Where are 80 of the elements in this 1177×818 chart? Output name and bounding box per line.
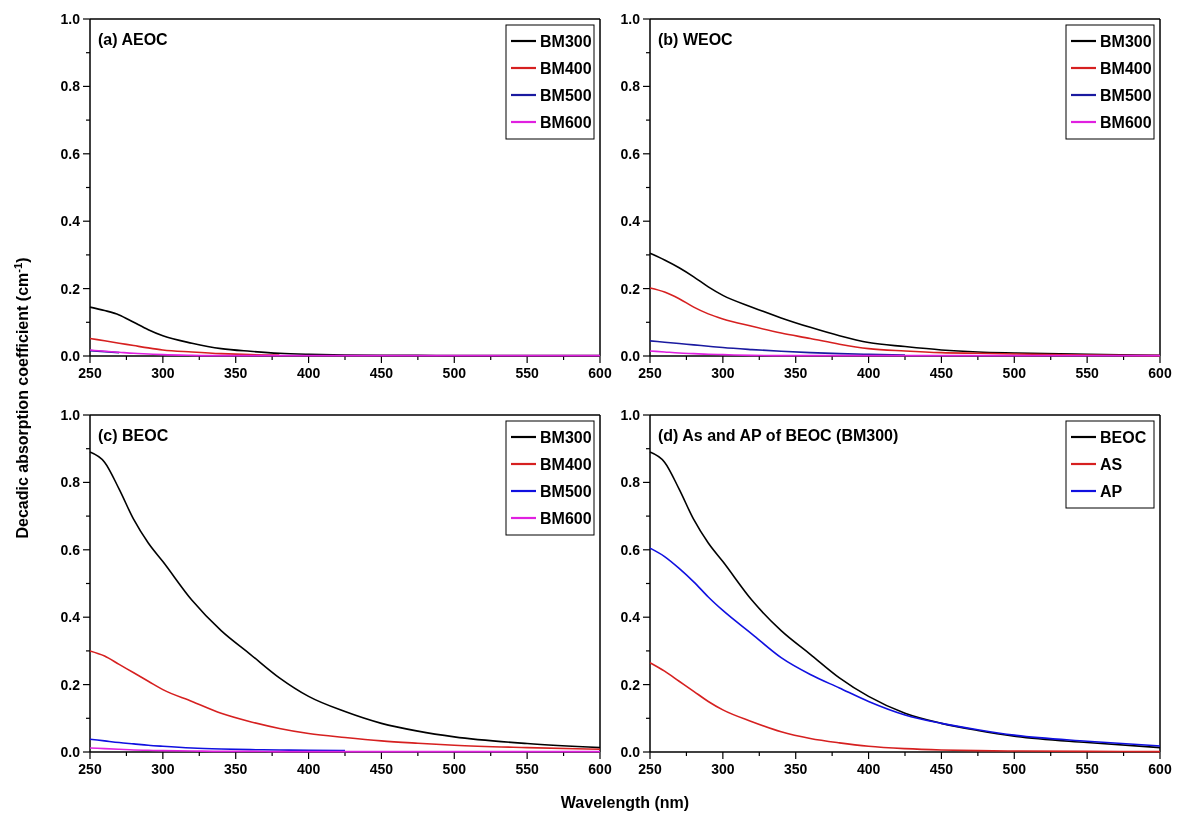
legend-label: BM300	[540, 428, 592, 446]
x-tick-label: 400	[296, 761, 321, 777]
line-series	[89, 738, 346, 752]
legend-label: BM500	[1100, 86, 1152, 104]
y-tick-label: 0.6	[620, 541, 641, 558]
y-tick-label: 0.0	[620, 347, 641, 364]
text: (d) As and AP of BEOC (BM300)	[658, 427, 899, 444]
legend-label: BM400	[540, 455, 592, 473]
y-tick-label: 0.6	[60, 145, 81, 162]
x-tick-label: 250	[638, 365, 662, 381]
legend-label: BM300	[1100, 32, 1152, 50]
x-tick-label: 400	[296, 365, 321, 381]
y-tick-label: 0.6	[620, 145, 641, 162]
x-tick-label: 250	[638, 761, 662, 777]
line-series	[649, 547, 1161, 747]
x-tick-label: 600	[1148, 761, 1172, 777]
y-tick-label: 0.8	[60, 78, 81, 95]
y-tick-label: 0.8	[620, 474, 641, 491]
y-tick-label: 0.2	[60, 676, 81, 693]
x-tick-label: 500	[1002, 365, 1027, 381]
y-tick-label: 0.0	[60, 743, 81, 760]
legend-label: BM400	[1100, 59, 1152, 77]
y-tick-label: 0.4	[60, 213, 81, 230]
x-tick-label: 550	[1075, 761, 1100, 777]
x-tick-label: 300	[151, 365, 175, 381]
x-tick-label: 450	[369, 761, 394, 777]
y-tick-label: 0.2	[620, 676, 641, 693]
x-tick-label: 350	[224, 365, 248, 381]
x-tick-label: 550	[1075, 365, 1100, 381]
x-tick-label: 500	[1002, 761, 1027, 777]
x-tick-label: 300	[711, 365, 735, 381]
x-tick-label: 450	[369, 365, 394, 381]
y-tick-label: 0.2	[60, 280, 81, 297]
x-tick-label: 600	[588, 761, 612, 777]
y-tick-label: 1.0	[620, 10, 641, 27]
y-tick-label: 0.6	[60, 541, 81, 558]
legend-label: BEOC	[1100, 428, 1147, 446]
line-series	[649, 340, 906, 356]
x-tick-label: 550	[515, 365, 540, 381]
y-tick-label: 0.4	[620, 609, 641, 626]
x-tick-label: 450	[929, 365, 954, 381]
text: (b) WEOC	[658, 31, 734, 48]
x-tick-label: 350	[784, 761, 808, 777]
x-axis-title: Wavelength (nm)	[560, 794, 690, 811]
y-tick-label: 0.0	[620, 743, 641, 760]
legend-label: BM400	[540, 59, 592, 77]
y-tick-label: 0.2	[620, 280, 641, 297]
y-tick-label: 0.4	[620, 213, 641, 230]
legend-label: BM600	[540, 113, 592, 131]
legend-label: BM500	[540, 86, 592, 104]
text: (a) AEOC	[98, 31, 169, 48]
y-tick-label: 0.8	[60, 474, 81, 491]
x-tick-label: 300	[151, 761, 175, 777]
legend-label: BM600	[1100, 113, 1152, 131]
x-tick-label: 250	[78, 365, 102, 381]
x-tick-label: 600	[588, 365, 612, 381]
x-tick-label: 400	[856, 365, 881, 381]
legend-label: AP	[1100, 482, 1123, 500]
legend-label: AS	[1100, 455, 1123, 473]
x-tick-label: 550	[515, 761, 540, 777]
legend-label: BM500	[540, 482, 592, 500]
x-tick-label: 450	[929, 761, 954, 777]
x-tick-label: 500	[442, 365, 467, 381]
text: (c) BEOC	[98, 427, 169, 444]
y-tick-label: 0.8	[620, 78, 641, 95]
x-tick-label: 350	[784, 365, 808, 381]
legend-label: BM600	[540, 509, 592, 527]
y-tick-label: 1.0	[60, 10, 81, 27]
x-tick-label: 400	[856, 761, 881, 777]
x-tick-label: 250	[78, 761, 102, 777]
x-tick-label: 350	[224, 761, 248, 777]
y-tick-label: 0.4	[60, 609, 81, 626]
line-series	[89, 337, 281, 356]
y-tick-label: 0.0	[60, 347, 81, 364]
y-tick-label: 1.0	[60, 406, 81, 423]
y-tick-label: 1.0	[620, 406, 641, 423]
x-tick-label: 600	[1148, 365, 1172, 381]
legend-label: BM300	[540, 32, 592, 50]
x-tick-label: 500	[442, 761, 467, 777]
x-tick-label: 300	[711, 761, 735, 777]
